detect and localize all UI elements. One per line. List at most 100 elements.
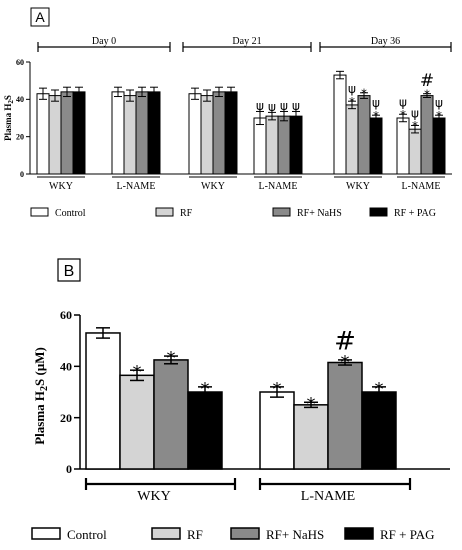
- significance-mark: #: [420, 71, 434, 91]
- significance-mark: ψ: [399, 95, 407, 109]
- bar: [135, 91, 149, 175]
- bar: [60, 91, 74, 175]
- bar: [333, 74, 347, 175]
- panel-a-y-ticks: 0 20 40 60: [16, 58, 30, 179]
- legend-swatch: [31, 527, 61, 540]
- panel-b-label-box: [57, 258, 81, 282]
- significance-mark: *: [424, 87, 430, 101]
- y-tick-label: 60: [16, 58, 24, 67]
- bar: [420, 95, 434, 175]
- significance-mark: *: [400, 108, 406, 122]
- significance-mark: *: [412, 119, 418, 133]
- y-tick-label: 20: [60, 411, 72, 425]
- bar: [212, 91, 226, 175]
- group-label: WKY: [201, 181, 225, 192]
- group-label: WKY: [137, 489, 170, 504]
- bar: [36, 93, 50, 175]
- bar: [361, 391, 397, 470]
- bar: [293, 404, 329, 470]
- y-tick-label: 20: [16, 132, 24, 141]
- significance-mark: ψ: [292, 99, 300, 113]
- y-tick-label: 40: [16, 95, 24, 104]
- bar: [187, 391, 223, 470]
- bar: [48, 95, 62, 175]
- significance-mark: ψ: [280, 99, 288, 113]
- panel-a-bars: ψ ψ ψ ψ *ψ **ψ*ψ*ψ*#*ψ: [36, 70, 446, 175]
- panel-a-group-labels: WKY L-NAME WKY L-NAME WKY L-NAME: [37, 176, 445, 192]
- group-label: L-NAME: [117, 181, 156, 192]
- bar: [408, 128, 422, 175]
- bar: [119, 374, 155, 470]
- panel-b-bars: *** ***#*: [85, 326, 397, 470]
- legend-label: RF+ NaHS: [266, 527, 324, 542]
- significance-mark: *: [307, 394, 316, 415]
- panel-a-label-box: [30, 7, 50, 27]
- significance-mark: ψ: [411, 106, 419, 120]
- legend-swatch: [155, 207, 174, 217]
- panel-a-y-axis-label: Plasma H2S: [3, 95, 15, 141]
- significance-mark: ψ: [256, 99, 264, 113]
- legend-swatch: [151, 527, 181, 540]
- bar: [72, 91, 86, 175]
- bar: [357, 95, 371, 175]
- legend-label: RF + PAG: [394, 208, 436, 219]
- significance-mark: ψ: [268, 100, 276, 114]
- bar: [253, 117, 267, 175]
- bar: [111, 91, 125, 175]
- bar: [289, 115, 303, 175]
- legend-label: Control: [55, 208, 86, 219]
- group-label: L-NAME: [402, 181, 441, 192]
- panel-a-legend: Control RF RF+ NaHS RF + PAG: [30, 207, 436, 219]
- bar: [224, 91, 238, 175]
- significance-mark: *: [436, 109, 442, 123]
- bar: [85, 332, 121, 470]
- bar: [188, 93, 202, 175]
- legend-swatch: [369, 207, 388, 217]
- panel-a-period-brackets: Day 0 Day 21 Day 36: [37, 36, 452, 52]
- significance-mark: ψ: [435, 96, 443, 110]
- period-label: Day 21: [232, 36, 261, 47]
- period-label: Day 0: [92, 36, 116, 47]
- group-label: WKY: [49, 181, 73, 192]
- group-label: L-NAME: [301, 489, 355, 504]
- bar: [200, 95, 214, 175]
- significance-mark: *: [349, 95, 355, 109]
- significance-mark: *: [341, 352, 350, 373]
- bar: [432, 117, 446, 175]
- significance-mark: *: [375, 379, 384, 400]
- bar: [259, 391, 295, 470]
- bar: [327, 361, 363, 470]
- panel-b-y-axis-label: Plasma H2S (μM): [32, 347, 50, 445]
- legend-label: RF+ NaHS: [297, 208, 342, 219]
- bar: [369, 117, 383, 175]
- period-label: Day 36: [371, 36, 400, 47]
- significance-mark: ψ: [372, 96, 380, 110]
- legend-label: RF: [180, 208, 193, 219]
- legend-swatch: [230, 527, 260, 540]
- legend-swatch: [30, 207, 49, 217]
- panel-b-y-ticks: 0 20 40 60: [60, 308, 80, 476]
- y-tick-label: 0: [20, 170, 24, 179]
- legend-swatch: [344, 527, 374, 540]
- panel-a: A Day 0 Day 21 Day 36 0 20 40 60 Plasma H2S ψ…: [3, 7, 452, 219]
- significance-mark: *: [273, 379, 282, 400]
- legend-label: RF + PAG: [380, 527, 435, 542]
- bar: [153, 359, 189, 470]
- bar: [345, 104, 359, 175]
- y-tick-label: 60: [60, 308, 72, 322]
- bar: [147, 91, 161, 175]
- group-label: WKY: [346, 181, 370, 192]
- legend-label: RF: [187, 527, 203, 542]
- panel-a-label: A: [35, 9, 45, 25]
- significance-mark: *: [133, 362, 142, 383]
- bar: [277, 115, 291, 175]
- y-tick-label: 40: [60, 360, 72, 374]
- significance-mark: *: [373, 109, 379, 123]
- significance-mark: ψ: [348, 82, 356, 96]
- group-label: L-NAME: [259, 181, 298, 192]
- significance-mark: *: [361, 86, 367, 100]
- bar: [123, 95, 137, 175]
- legend-label: Control: [67, 527, 107, 542]
